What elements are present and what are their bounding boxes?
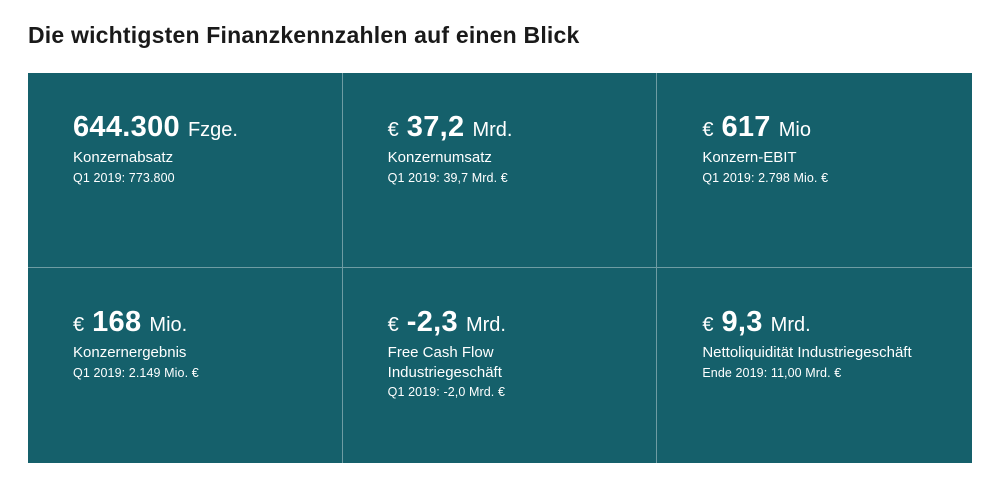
kpi-unit: Fzge. xyxy=(187,119,238,141)
kpi-value: 9,3 xyxy=(721,306,763,338)
kpi-label: Nettoliquidität Industriegeschäft xyxy=(702,344,912,361)
kpi-label: Konzernergebnis xyxy=(73,344,187,361)
kpi-tile-konzernergebnis: € 168 Mio. Konzernergebnis Q1 2019: 2.14… xyxy=(28,268,343,463)
kpi-value-line: € -2,3 Mrd. xyxy=(388,306,639,339)
kpi-currency-prefix: € xyxy=(73,314,85,336)
kpi-currency-prefix: € xyxy=(702,119,714,141)
kpi-tile-konzern-ebit: € 617 Mio Konzern-EBIT Q1 2019: 2.798 Mi… xyxy=(657,73,972,268)
kpi-tile-free-cash-flow: € -2,3 Mrd. Free Cash Flow Industriegesc… xyxy=(343,268,658,463)
kpi-grid: 644.300 Fzge. Konzernabsatz Q1 2019: 773… xyxy=(28,73,972,463)
kpi-unit: Mrd. xyxy=(472,119,513,141)
kpi-label: Konzern-EBIT xyxy=(702,149,797,166)
kpi-value-line: € 37,2 Mrd. xyxy=(388,111,639,144)
kpi-value: 168 xyxy=(92,306,142,338)
kpi-comparison: Q1 2019: -2,0 Mrd. € xyxy=(387,385,505,399)
kpi-currency-prefix: € xyxy=(387,119,399,141)
kpi-value: 617 xyxy=(721,111,771,143)
kpi-tile-konzernabsatz: 644.300 Fzge. Konzernabsatz Q1 2019: 773… xyxy=(28,73,343,268)
kpi-comparison: Q1 2019: 2.149 Mio. € xyxy=(73,365,199,380)
kpi-value: -2,3 xyxy=(406,306,458,338)
kpi-unit: Mrd. xyxy=(465,314,506,336)
kpi-currency-prefix: € xyxy=(387,314,399,336)
kpi-value-line: 644.300 Fzge. xyxy=(73,111,324,144)
kpi-currency-prefix: € xyxy=(702,314,714,336)
kpi-label: Konzernumsatz xyxy=(387,149,492,166)
kpi-comparison: Q1 2019: 2.798 Mio. € xyxy=(702,170,829,185)
kpi-tile-konzernumsatz: € 37,2 Mrd. Konzernumsatz Q1 2019: 39,7 … xyxy=(342,73,658,268)
page-title: Die wichtigsten Finanzkennzahlen auf ein… xyxy=(28,22,580,48)
kpi-comparison: Q1 2019: 39,7 Mrd. € xyxy=(387,170,508,185)
kpi-value: 37,2 xyxy=(406,111,465,143)
kpi-unit: Mio. xyxy=(149,314,188,336)
kpi-value-line: € 168 Mio. xyxy=(73,306,324,339)
kpi-value: 644.300 xyxy=(73,111,180,143)
kpi-unit: Mrd. xyxy=(770,314,811,336)
kpi-label: Konzernabsatz xyxy=(73,149,174,166)
kpi-comparison: Q1 2019: 773.800 xyxy=(73,170,175,185)
kpi-comparison: Ende 2019: 11,00 Mrd. € xyxy=(702,365,842,380)
kpi-tile-nettoliquiditaet: € 9,3 Mrd. Nettoliquidität Industriegesc… xyxy=(657,268,972,463)
kpi-value-line: € 9,3 Mrd. xyxy=(702,306,954,339)
kpi-value-line: € 617 Mio xyxy=(702,111,954,144)
kpi-label: Free Cash Flow Industriegeschäft xyxy=(387,344,502,381)
kpi-unit: Mio xyxy=(778,119,811,141)
